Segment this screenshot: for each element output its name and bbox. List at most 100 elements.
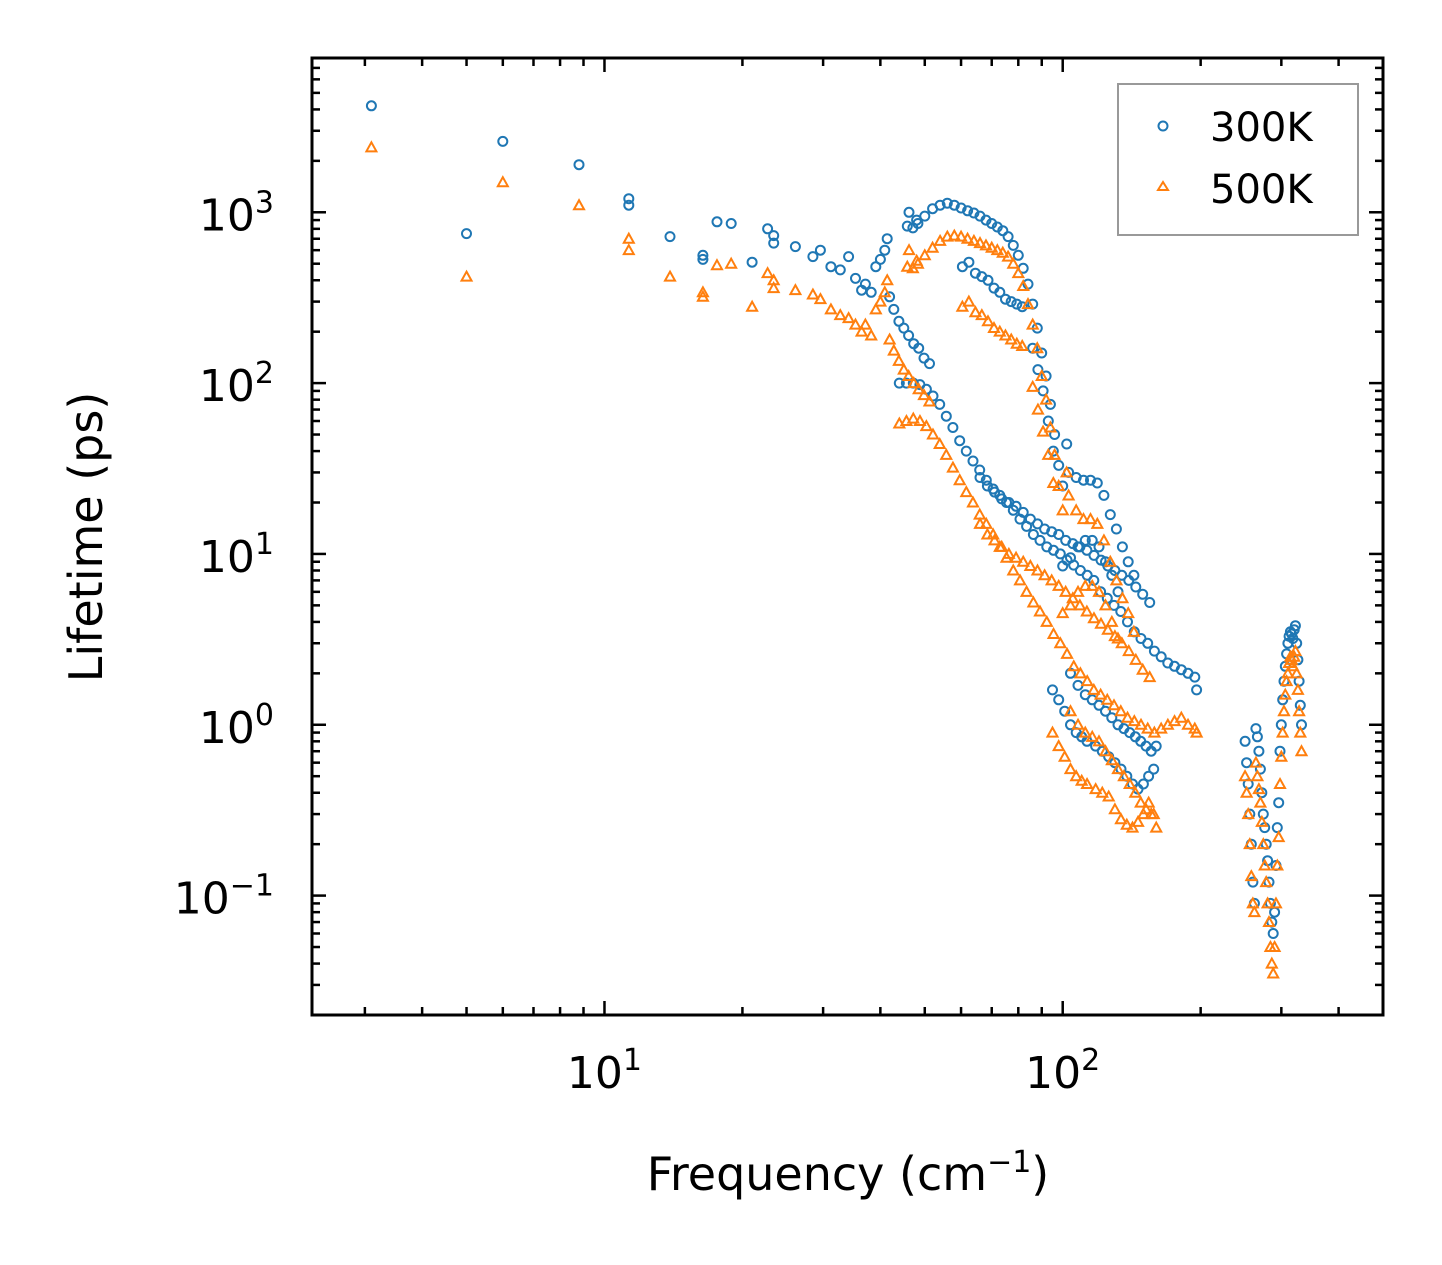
data-point-500K	[1101, 622, 1115, 635]
data-point-300K	[1106, 712, 1118, 724]
data-point-500K	[1071, 584, 1085, 597]
data-point-500K	[1080, 674, 1094, 687]
data-point-500K	[1131, 814, 1145, 827]
data-point-300K	[903, 330, 915, 341]
data-point-500K	[933, 436, 947, 450]
data-point-500K	[1120, 710, 1135, 723]
data-point-300K	[1016, 301, 1028, 313]
data-point-500K	[1098, 744, 1113, 757]
data-point-500K	[940, 229, 955, 242]
data-point-500K	[824, 302, 838, 315]
data-point-300K	[1017, 506, 1029, 518]
data-point-500K	[1098, 598, 1113, 611]
data-point-500K	[1051, 739, 1066, 752]
data-point-500K	[1019, 584, 1034, 597]
data-point-500K	[878, 285, 892, 298]
data-point-500K	[1271, 830, 1286, 843]
data-point-500K	[1244, 869, 1259, 882]
data-point-500K	[496, 175, 510, 188]
data-point-500K	[1087, 611, 1101, 624]
data-point-500K	[1294, 744, 1309, 757]
data-point-500K	[1287, 649, 1301, 662]
data-point-500K	[1141, 721, 1155, 734]
data-point-300K	[898, 322, 910, 334]
data-point-500K	[1253, 795, 1268, 808]
data-point-500K	[902, 243, 916, 256]
data-point-500K	[1249, 755, 1263, 768]
data-point-500K	[1092, 584, 1106, 597]
data-point-300K	[1054, 548, 1066, 560]
data-point-300K	[1000, 293, 1011, 305]
data-point-300K	[947, 422, 959, 433]
data-point-300K	[850, 272, 861, 284]
data-point-300K	[1053, 529, 1065, 540]
data-point-500K	[990, 243, 1005, 256]
data-point-500K	[1239, 785, 1254, 798]
data-point-300K	[940, 410, 952, 422]
data-point-500K	[1047, 447, 1062, 460]
data-point-300K	[893, 377, 905, 389]
data-point-500K	[1260, 896, 1275, 909]
data-point-300K	[1010, 500, 1022, 512]
data-point-500K	[1004, 332, 1018, 345]
data-point-500K	[1001, 249, 1015, 262]
data-point-500K	[987, 321, 1001, 334]
data-point-500K	[1066, 591, 1080, 604]
data-point-500K	[1189, 725, 1204, 738]
data-point-500K	[1149, 820, 1163, 833]
data-point-500K	[1246, 896, 1260, 909]
data-point-300K	[919, 210, 931, 222]
data-point-300K	[1079, 534, 1091, 546]
legend: 300K 500K	[1117, 83, 1359, 236]
data-point-300K	[711, 216, 723, 228]
data-point-500K	[1281, 666, 1295, 679]
data-point-300K	[924, 358, 935, 370]
data-point-500K	[959, 485, 973, 498]
y-tick-label: 103	[199, 185, 274, 241]
data-point-500K	[1136, 807, 1151, 820]
data-point-500K	[911, 256, 925, 269]
data-point-300K	[1057, 560, 1069, 572]
data-point-500K	[1127, 714, 1142, 727]
data-point-500K	[1069, 769, 1083, 782]
data-point-500K	[1181, 717, 1195, 730]
data-point-500K	[1250, 769, 1265, 782]
data-point-500K	[947, 228, 962, 241]
data-point-300K	[927, 390, 939, 402]
data-point-500K	[926, 427, 940, 440]
data-point-300K	[881, 233, 893, 245]
data-point-500K	[1256, 837, 1271, 850]
data-point-500K	[880, 273, 894, 286]
data-point-300K	[1027, 529, 1039, 540]
data-point-500K	[1265, 956, 1279, 969]
data-point-300K	[365, 100, 377, 112]
data-point-300K	[1239, 735, 1251, 747]
data-point-500K	[1267, 939, 1282, 953]
data-point-500K	[917, 388, 931, 401]
data-point-300K	[1012, 249, 1024, 261]
data-point-300K	[1104, 509, 1116, 521]
legend-label-500k: 500K	[1210, 167, 1314, 213]
data-point-500K	[1134, 795, 1148, 808]
data-point-300K	[1108, 599, 1120, 611]
data-point-500K	[1011, 266, 1026, 279]
data-point-500K	[1289, 666, 1304, 679]
data-point-500K	[1025, 317, 1040, 330]
data-point-300K	[934, 199, 946, 211]
data-point-300K	[903, 206, 915, 218]
data-point-500K	[848, 317, 863, 330]
data-point-300K	[1122, 556, 1134, 568]
data-point-500K	[882, 332, 897, 345]
data-point-300K	[697, 253, 709, 265]
data-point-300K	[1247, 876, 1259, 888]
data-point-500K	[1111, 762, 1125, 775]
data-point-500K	[918, 248, 932, 261]
data-point-500K	[1073, 666, 1088, 679]
data-point-500K	[946, 460, 960, 473]
data-point-500K	[1083, 512, 1098, 525]
data-point-300K	[762, 223, 774, 235]
data-point-500K	[973, 516, 987, 529]
data-point-500K	[710, 258, 724, 271]
data-point-500K	[1074, 773, 1089, 786]
